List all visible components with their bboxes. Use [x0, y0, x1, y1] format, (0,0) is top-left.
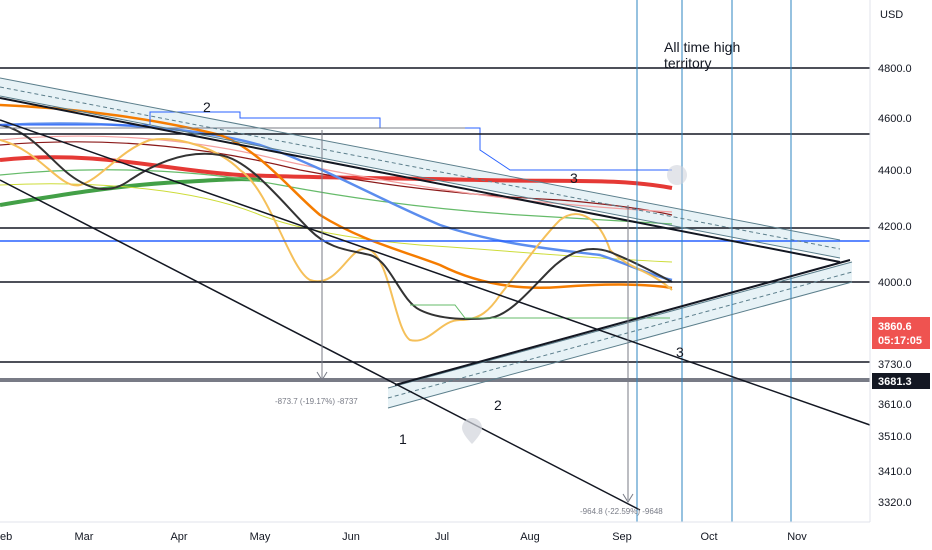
- y-tick-label: 3730.0: [878, 359, 912, 371]
- y-tick-label: 4200.0: [878, 221, 912, 233]
- measure-label: -964.8 (-22.59%) -9648: [580, 507, 663, 516]
- ma-orange: [0, 103, 673, 290]
- measure-label: -873.7 (-19.17%) -8737: [275, 397, 358, 406]
- wave-label: 2: [494, 397, 502, 413]
- y-tick-label: 4600.0: [878, 113, 912, 125]
- channel-lower-mid: [387, 271, 853, 399]
- y-tick-label: 3510.0: [878, 431, 912, 443]
- x-tick-label: Mar: [75, 531, 94, 543]
- y-tick-label: 4000.0: [878, 277, 912, 289]
- price-badge: 3860.6 05:17:05: [872, 317, 930, 349]
- x-tick-label: Oct: [700, 531, 717, 543]
- x-tick-label: Jul: [435, 531, 449, 543]
- channel-upper-top: [0, 77, 841, 241]
- channel-lower-top: [387, 261, 853, 389]
- x-tick-label: Nov: [787, 531, 807, 543]
- measure-arrow-1: [316, 371, 328, 381]
- annotation-text: All time high territory: [664, 39, 740, 71]
- y-tick-label: 3320.0: [878, 497, 912, 509]
- measure-arrow-2: [622, 493, 634, 503]
- wave-label: 2: [203, 99, 211, 115]
- x-tick-label: May: [250, 531, 271, 543]
- y-axis-ticks: 4800.0 4600.0 4400.0 4200.0 4000.0 3730.0 3610…: [878, 63, 912, 509]
- y-tick-label: 4400.0: [878, 165, 912, 177]
- wave-label: 1: [399, 431, 407, 447]
- x-tick-label: Sep: [612, 531, 632, 543]
- svg-text:3681.3: 3681.3: [878, 376, 912, 388]
- plot-area: [0, 0, 870, 522]
- map-pin-icon[interactable]: [667, 165, 687, 185]
- trendline-lower: [0, 179, 641, 511]
- y-tick-label: 3610.0: [878, 399, 912, 411]
- wave-label: 3: [676, 344, 684, 360]
- wave-label: 3: [570, 170, 578, 186]
- trendline-upper: [0, 97, 841, 263]
- trendline-mid: [0, 119, 871, 426]
- y-tick-label: 4800.0: [878, 63, 912, 75]
- svg-text:3860.6: 3860.6: [878, 321, 912, 333]
- trendline-support: [394, 259, 851, 386]
- map-pin-icon[interactable]: [462, 418, 482, 444]
- x-tick-label: Aug: [520, 531, 540, 543]
- ma-dark-red: [0, 141, 673, 216]
- ma-green: [0, 169, 673, 225]
- ma-green-thick: [0, 177, 261, 207]
- currency-label: USD: [880, 9, 903, 21]
- channel-lower-bottom: [387, 281, 853, 409]
- ma-black-curve: [0, 124, 673, 321]
- x-axis-ticks: eb Mar Apr May Jun Jul Aug Sep Oct Nov: [0, 531, 807, 543]
- ma-pink: [0, 135, 673, 213]
- level-badge: 3681.3: [872, 373, 930, 389]
- ma-olive: [0, 183, 673, 263]
- x-tick-label: Jun: [342, 531, 360, 543]
- x-tick-label: eb: [0, 531, 12, 543]
- svg-text:05:17:05: 05:17:05: [878, 335, 922, 347]
- blue-step-line: [0, 111, 672, 171]
- y-tick-label: 3410.0: [878, 466, 912, 478]
- channel-upper-mid: [0, 86, 841, 250]
- channel-upper-bottom: [0, 95, 841, 259]
- ma-yellow: [0, 138, 673, 342]
- x-tick-label: Apr: [170, 531, 187, 543]
- green-box-line: [410, 304, 670, 319]
